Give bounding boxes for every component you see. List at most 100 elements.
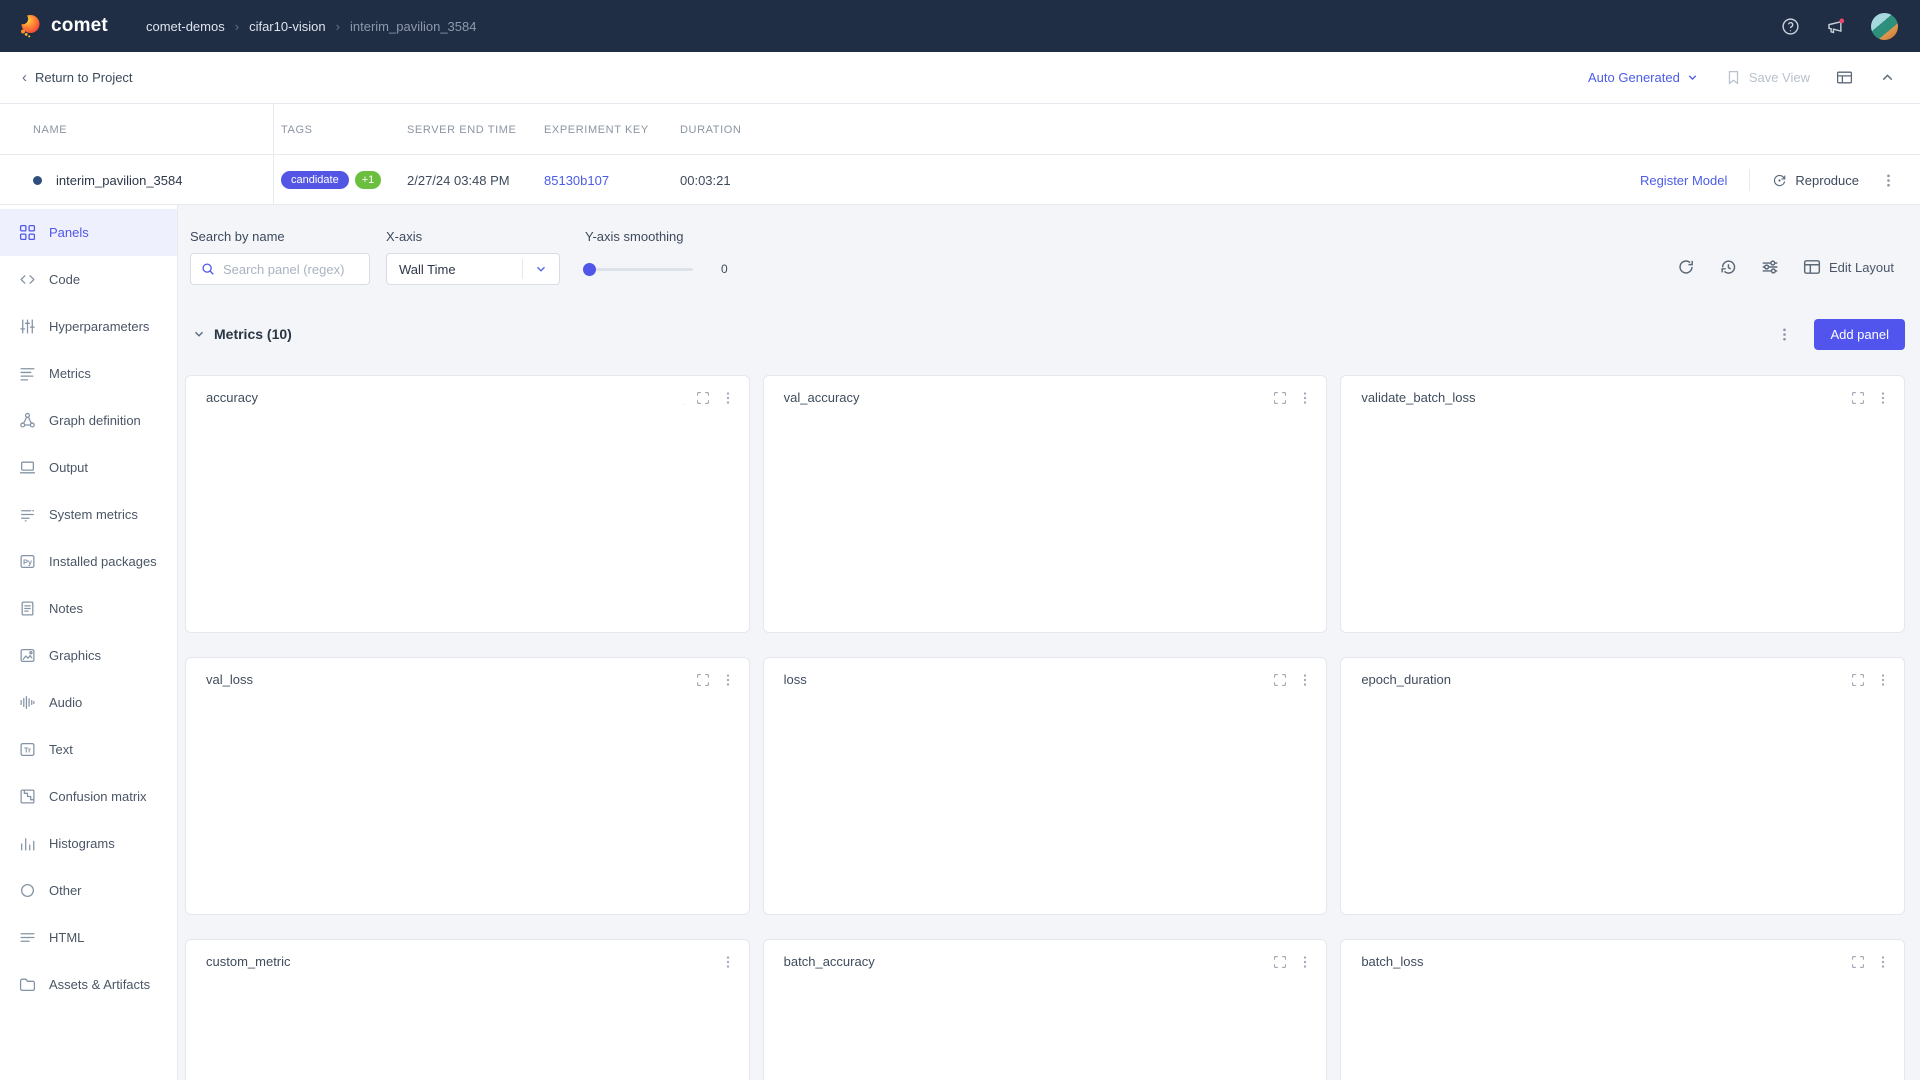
fullscreen-icon[interactable]: [1273, 673, 1287, 687]
unlock-icon[interactable]: 0.60.50.4: [1248, 955, 1262, 969]
xaxis-select[interactable]: Wall Time: [386, 253, 560, 285]
search-input[interactable]: [223, 261, 359, 277]
metric-panel-title: val_accuracy: [783, 390, 860, 405]
help-icon[interactable]: [1781, 17, 1800, 36]
panel-menu-icon[interactable]: [721, 673, 735, 687]
section-collapse-icon[interactable]: [192, 327, 206, 341]
panel-menu-icon[interactable]: [1298, 391, 1312, 405]
fullscreen-icon[interactable]: [1851, 673, 1865, 687]
panel-menu-icon[interactable]: [1298, 673, 1312, 687]
server-end-time-value: 2/27/24 03:48 PM: [407, 172, 510, 188]
system-icon: [21, 510, 35, 522]
graphics-icon: [20, 649, 35, 662]
sidebar-item-graph-definition[interactable]: Graph definition: [0, 397, 177, 444]
unlock-icon[interactable]: 43215:46:0015:46:3015:47:0015:47:3015:48…: [671, 673, 685, 687]
sidebar-item-installed-packages[interactable]: Py Installed packages: [0, 538, 177, 585]
unlock-icon[interactable]: 0.60.50.40.30.215:46:0015:46:3015:47:001…: [671, 391, 685, 405]
metric-chart: [770, 971, 1319, 1080]
unlock-icon[interactable]: 2.521.515:46:0015:46:3015:47:0015:47:301…: [1248, 673, 1262, 687]
refresh-icon[interactable]: [1677, 258, 1695, 276]
fullscreen-icon[interactable]: 10.80.6: [696, 955, 710, 969]
fullscreen-icon[interactable]: [1273, 955, 1287, 969]
sidebar-item-label: Other: [49, 883, 82, 898]
tag-more-count[interactable]: +1: [354, 171, 382, 189]
history-icon[interactable]: [1719, 258, 1737, 276]
chevron-down-icon: [536, 266, 546, 272]
experiment-name: interim_pavilion_3584: [56, 172, 183, 188]
metric-chart: [1347, 689, 1896, 901]
collapse-chevron-up-icon[interactable]: [1879, 69, 1896, 86]
reproduce-button[interactable]: Reproduce: [1772, 173, 1859, 188]
register-model-button[interactable]: Register Model: [1639, 172, 1728, 188]
sidebar-item-histograms[interactable]: Histograms: [0, 820, 177, 867]
sidebar-item-system-metrics[interactable]: System metrics: [0, 491, 177, 538]
smoothing-slider[interactable]: [583, 262, 693, 276]
sidebar-item-text[interactable]: Tr Text: [0, 726, 177, 773]
panel-menu-icon[interactable]: [1876, 673, 1890, 687]
sidebar-item-notes[interactable]: Notes: [0, 585, 177, 632]
column-name: NAME: [33, 123, 68, 136]
fullscreen-icon[interactable]: [1273, 391, 1287, 405]
breadcrumb-project[interactable]: cifar10-vision: [249, 18, 326, 34]
top-navbar: comet comet-demos › cifar10-vision › int…: [0, 0, 1920, 52]
metric-panel-title: loss: [783, 672, 807, 687]
metric-panel-batch_loss: batch_loss 543: [1340, 939, 1905, 1080]
save-view-button[interactable]: Save View: [1725, 69, 1810, 86]
panel-menu-icon[interactable]: [1876, 391, 1890, 405]
sidebar-item-other[interactable]: Other: [0, 867, 177, 914]
panel-menu-icon[interactable]: [1876, 955, 1890, 969]
sidebar-item-label: Histograms: [49, 836, 115, 851]
unlock-icon[interactable]: 543215:46:0015:46:3015:47:0015:47:3015:4…: [1826, 391, 1840, 405]
experiment-color-dot: [33, 175, 42, 185]
view-selector-dropdown[interactable]: Auto Generated: [1588, 70, 1699, 85]
unlock-icon[interactable]: 0.30.20.115:46:0015:46:3015:47:0015:47:3…: [1248, 391, 1262, 405]
tag-candidate[interactable]: candidate: [281, 171, 349, 189]
metric-panel-title: validate_batch_loss: [1361, 390, 1476, 405]
user-avatar[interactable]: [1871, 12, 1898, 40]
metric-chart: [770, 407, 1319, 619]
sidebar-item-graphics[interactable]: Graphics: [0, 632, 177, 679]
svg-text:Tr: Tr: [24, 745, 31, 754]
edit-layout-button[interactable]: Edit Layout: [1803, 258, 1894, 276]
fullscreen-icon[interactable]: [696, 673, 710, 687]
row-menu-icon[interactable]: [1881, 173, 1896, 188]
panel-menu-icon[interactable]: [721, 955, 735, 969]
sidebar-item-label: Output: [49, 460, 89, 475]
fullscreen-icon[interactable]: [1851, 391, 1865, 405]
sidebar-item-hyperparameters[interactable]: Hyperparameters: [0, 303, 177, 350]
metric-chart: [192, 689, 741, 901]
breadcrumb-workspace[interactable]: comet-demos: [145, 18, 225, 34]
section-menu-icon[interactable]: [1777, 327, 1792, 342]
metric-chart: [192, 407, 741, 619]
return-to-project-link[interactable]: ‹ Return to Project: [22, 69, 133, 86]
search-label: Search by name: [190, 229, 285, 244]
sidebar-item-label: Code: [49, 272, 81, 287]
sidebar-item-html[interactable]: HTML: [0, 914, 177, 961]
sidebar-item-audio[interactable]: Audio: [0, 679, 177, 726]
chart-options-icon[interactable]: [1761, 258, 1779, 276]
unlock-icon[interactable]: 1614121015:46:0015:46:3015:47:0015:47:30…: [1826, 673, 1840, 687]
metric-panel-accuracy: accuracy 0.60.50.40.30.215:46:0015:46:30…: [185, 375, 750, 633]
metric-chart: [770, 689, 1319, 901]
panel-menu-icon[interactable]: [1298, 955, 1312, 969]
experiment-row: interim_pavilion_3584 candidate +1 2/27/…: [0, 155, 1920, 205]
sidebar-item-panels[interactable]: Panels: [0, 209, 177, 256]
sidebar-item-output[interactable]: Output: [0, 444, 177, 491]
fullscreen-icon[interactable]: [1851, 955, 1865, 969]
experiment-key-link[interactable]: 85130b107: [544, 172, 610, 188]
table-view-icon[interactable]: [1836, 69, 1853, 86]
announcements-icon[interactable]: [1826, 17, 1845, 36]
sidebar-item-assets-artifacts[interactable]: Assets & Artifacts: [0, 961, 177, 1008]
comet-logo[interactable]: comet: [16, 13, 108, 39]
unlock-icon[interactable]: 543: [1826, 955, 1840, 969]
sidebar-item-label: Metrics: [49, 366, 91, 381]
sidebar-item-code[interactable]: Code: [0, 256, 177, 303]
fullscreen-icon[interactable]: [696, 391, 710, 405]
column-experiment-key: EXPERIMENT KEY: [544, 123, 649, 136]
sidebar-item-metrics[interactable]: Metrics: [0, 350, 177, 397]
smoothing-slider-thumb[interactable]: [583, 262, 596, 276]
panel-menu-icon[interactable]: [721, 391, 735, 405]
add-panel-button[interactable]: Add panel: [1814, 318, 1905, 350]
sidebar-item-confusion-matrix[interactable]: Confusion matrix: [0, 773, 177, 820]
sidebar-item-label: Text: [49, 742, 73, 757]
